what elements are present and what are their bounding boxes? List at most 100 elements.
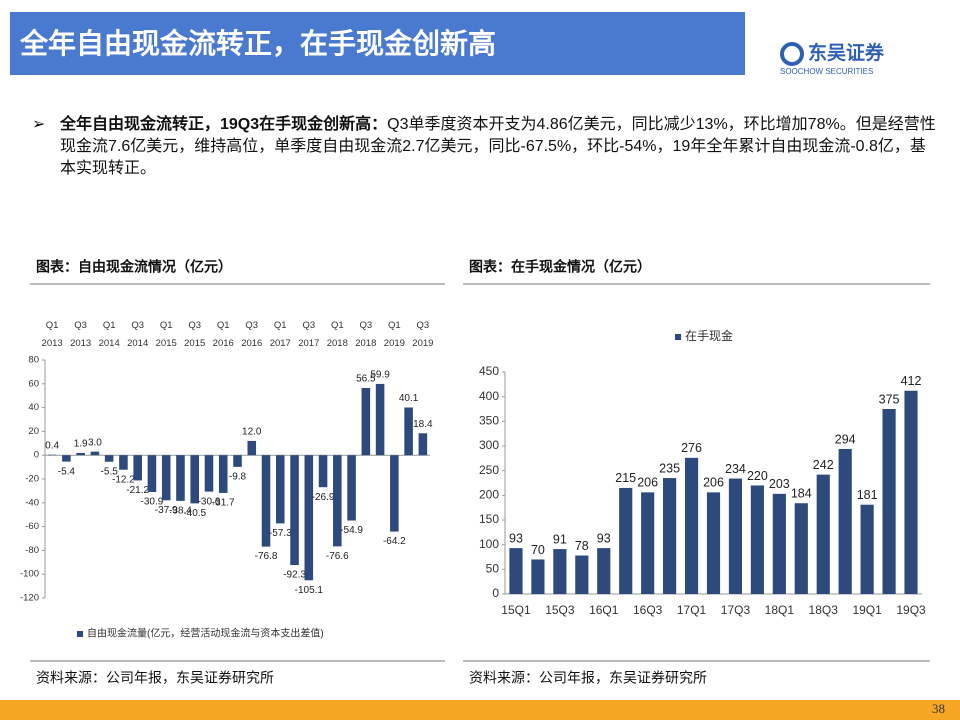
bar [318,455,328,488]
bar [641,492,655,594]
bar [304,455,314,581]
bar [62,455,71,462]
bar [119,455,128,470]
value-label: 78 [575,539,589,553]
value-label: -54.9 [340,525,363,536]
value-label: 3.0 [88,437,102,448]
bar [750,485,764,594]
y-tick-label: 50 [486,562,500,576]
value-label: -92.3 [283,570,306,581]
bar [276,455,285,524]
y-tick-label: 250 [479,463,499,477]
x-tick-label: Q1 2014 [99,320,120,349]
value-label: 70 [531,543,545,557]
value-label: 294 [835,432,856,446]
bar [190,455,199,504]
bullet-heading: 全年自由现金流转正，19Q3在手现金创新高： [60,116,388,133]
source: 资料来源：公司年报，东吴证券研究所 [469,670,707,686]
bar [404,407,413,456]
x-tick-label: 15Q3 [545,603,575,617]
value-label: -40.5 [183,508,206,519]
x-tick-label: Q3 2015 [184,320,205,349]
logo: 东吴证券 SOOCHOW SECURITIES [780,41,885,76]
x-tick-label: Q3 2016 [241,320,262,349]
bar [247,440,257,456]
x-tick-label: 18Q1 [765,603,795,617]
bar [375,383,385,456]
logo-sub: SOOCHOW SECURITIES [780,67,873,76]
bar [860,504,874,594]
bar [90,451,100,456]
x-tick-label: 16Q3 [633,603,663,617]
legend-label: 自由现金流量(亿元，经营活动现金流与资本支出差值) [87,627,324,640]
x-tick-label: Q1 2016 [213,320,234,349]
bar [418,433,428,456]
source: 资料来源：公司年报，东吴证券研究所 [36,670,274,686]
value-label: -76.6 [326,551,349,562]
value-label: -5.5 [101,466,119,477]
x-tick-label: 16Q1 [589,603,619,617]
value-label: 59.9 [370,370,390,381]
value-label: 242 [813,458,834,472]
y-tick-label: -100 [20,569,39,580]
y-tick-label: 450 [479,364,499,378]
page-number: 38 [932,701,945,716]
bullet-arrow: ➢ [32,116,46,133]
value-label: 206 [703,476,724,490]
value-label: 184 [791,487,812,501]
bar [706,492,721,594]
bar [176,455,185,501]
bar [347,455,356,521]
x-tick-label: Q3 2017 [298,320,319,349]
bar [133,455,142,481]
x-tick-label: 19Q1 [852,603,882,617]
chart-title: 图表：自由现金流情况（亿元） [36,259,232,275]
y-tick-label: -40 [25,497,39,508]
value-label: 206 [637,476,658,490]
y-tick-label: 300 [479,438,499,452]
bar [76,452,85,456]
x-tick-label: 17Q3 [721,603,751,617]
value-label: -64.2 [383,536,406,547]
bar [161,455,171,501]
bar [882,409,896,594]
value-label: 234 [725,462,746,476]
x-tick-label: Q3 2014 [127,320,148,349]
value-label: -5.4 [58,466,76,477]
value-label: 220 [747,469,768,483]
logo-icon [780,42,804,66]
bar [838,448,852,594]
x-tick-label: Q1 2019 [384,320,405,349]
y-tick-label: 20 [28,426,39,437]
value-label: -9.8 [229,472,247,483]
value-label: 181 [857,488,878,502]
y-tick-label: -80 [25,545,39,556]
y-tick-label: 400 [479,389,499,403]
bar [728,478,743,594]
bar [261,455,271,547]
value-label: -26.9 [312,492,335,503]
x-tick-label: 18Q3 [809,603,839,617]
value-label: 276 [681,441,702,455]
bar [904,390,918,594]
x-tick-label: Q3 2018 [355,320,376,349]
y-tick-label: 100 [479,537,499,551]
value-label: 235 [659,461,680,475]
value-label: -30.6 [198,496,221,507]
bar [575,555,589,594]
y-tick-label: 60 [28,378,39,389]
value-label: 0.4 [45,440,59,451]
y-tick-label: -120 [20,593,39,604]
logo-name: 东吴证券 [808,41,885,64]
bar [361,387,371,456]
legend-swatch [77,631,83,637]
x-tick-label: 17Q1 [677,603,707,617]
value-label: 93 [509,531,523,545]
value-label: 56.5 [356,374,376,385]
value-label: -37.9 [155,505,178,516]
value-label: -57.3 [269,528,292,539]
value-label: 412 [901,374,922,388]
footer-bar [0,700,960,720]
bar [663,478,677,594]
